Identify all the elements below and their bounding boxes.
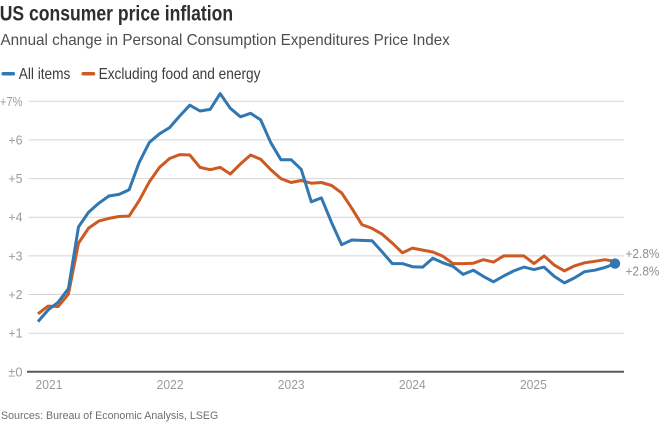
svg-text:US consumer price inflation: US consumer price inflation	[0, 2, 233, 26]
svg-text:All items: All items	[19, 66, 71, 83]
svg-text:+2.8%: +2.8%	[626, 246, 660, 261]
svg-text:2021: 2021	[36, 378, 63, 392]
svg-text:2022: 2022	[157, 378, 184, 392]
svg-text:Annual change in Personal Cons: Annual change in Personal Consumption Ex…	[1, 32, 450, 49]
svg-text:2025: 2025	[520, 378, 547, 392]
svg-text:Sources: Bureau of Economic An: Sources: Bureau of Economic Analysis, LS…	[1, 410, 218, 422]
svg-text:+3: +3	[8, 249, 22, 263]
svg-text:±0: ±0	[8, 364, 22, 379]
svg-text:+7%: +7%	[0, 94, 23, 109]
svg-text:+1: +1	[8, 326, 22, 340]
svg-text:+2.8%: +2.8%	[626, 264, 660, 279]
svg-text:+4: +4	[8, 210, 22, 224]
svg-text:+5: +5	[8, 172, 22, 186]
svg-text:2024: 2024	[399, 378, 426, 392]
svg-text:+6: +6	[8, 133, 22, 147]
svg-text:+2: +2	[8, 288, 22, 302]
svg-text:2023: 2023	[278, 378, 305, 392]
svg-text:Excluding food and energy: Excluding food and energy	[99, 66, 261, 83]
